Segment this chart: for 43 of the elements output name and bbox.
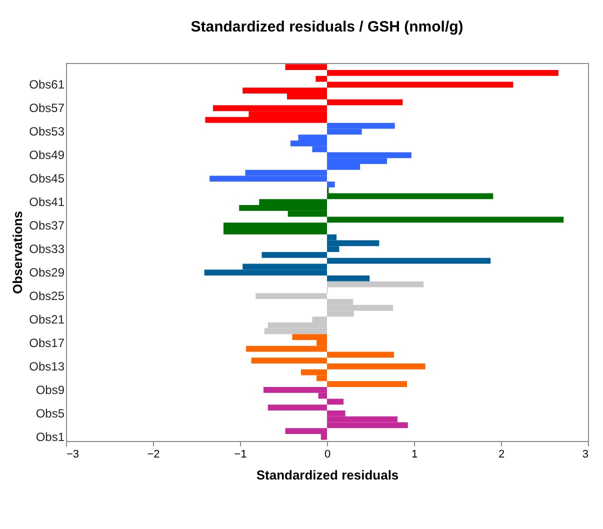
y-tick-label: Obs61 <box>29 78 65 92</box>
bar <box>327 216 564 223</box>
bar <box>256 293 327 299</box>
x-tick-label: −2 <box>147 448 160 460</box>
x-tick-label: 0 <box>324 448 331 460</box>
y-tick-label: Obs5 <box>36 406 65 420</box>
y-tick-label: Obs9 <box>36 382 65 397</box>
bar <box>327 364 426 370</box>
bar <box>251 358 327 364</box>
bar <box>327 99 403 106</box>
y-tick-label: Obs49 <box>29 148 65 162</box>
y-tick-label: Obs33 <box>29 242 65 256</box>
y-tick-label: Obs1 <box>36 430 65 444</box>
x-tick-label: −1 <box>234 448 247 460</box>
bar <box>327 182 335 188</box>
x-axis-title: Standardized residuals <box>256 468 399 482</box>
x-tick-label: −3 <box>66 448 80 460</box>
bar <box>327 82 514 88</box>
bar <box>327 258 491 264</box>
y-tick-label: Obs37 <box>29 218 65 233</box>
bar <box>327 352 394 358</box>
y-tick-label: Obs21 <box>29 312 65 326</box>
bar <box>327 381 408 387</box>
y-tick-label: Obs53 <box>29 124 65 139</box>
x-tick-label: 1 <box>411 448 418 460</box>
chart-title: Standardized residuals / GSH (nmol/g) <box>190 18 464 36</box>
y-tick-label: Obs17 <box>29 336 65 350</box>
bar <box>262 252 327 258</box>
y-tick-label: Obs57 <box>29 101 65 116</box>
y-tick-label: Obs25 <box>29 289 65 304</box>
y-tick-label: Obs41 <box>29 195 65 210</box>
y-axis-title: Observations <box>10 210 26 294</box>
bar <box>316 76 327 82</box>
x-tick-label: 3 <box>582 448 588 460</box>
y-tick-label: Obs29 <box>29 266 65 280</box>
bar <box>285 64 327 70</box>
y-tick-label: Obs45 <box>29 172 65 186</box>
bar <box>268 404 327 410</box>
bar <box>327 70 558 76</box>
bar <box>327 275 370 282</box>
x-tick-label: 2 <box>498 448 505 460</box>
bar <box>327 398 344 405</box>
y-tick-label: Obs13 <box>29 359 65 374</box>
